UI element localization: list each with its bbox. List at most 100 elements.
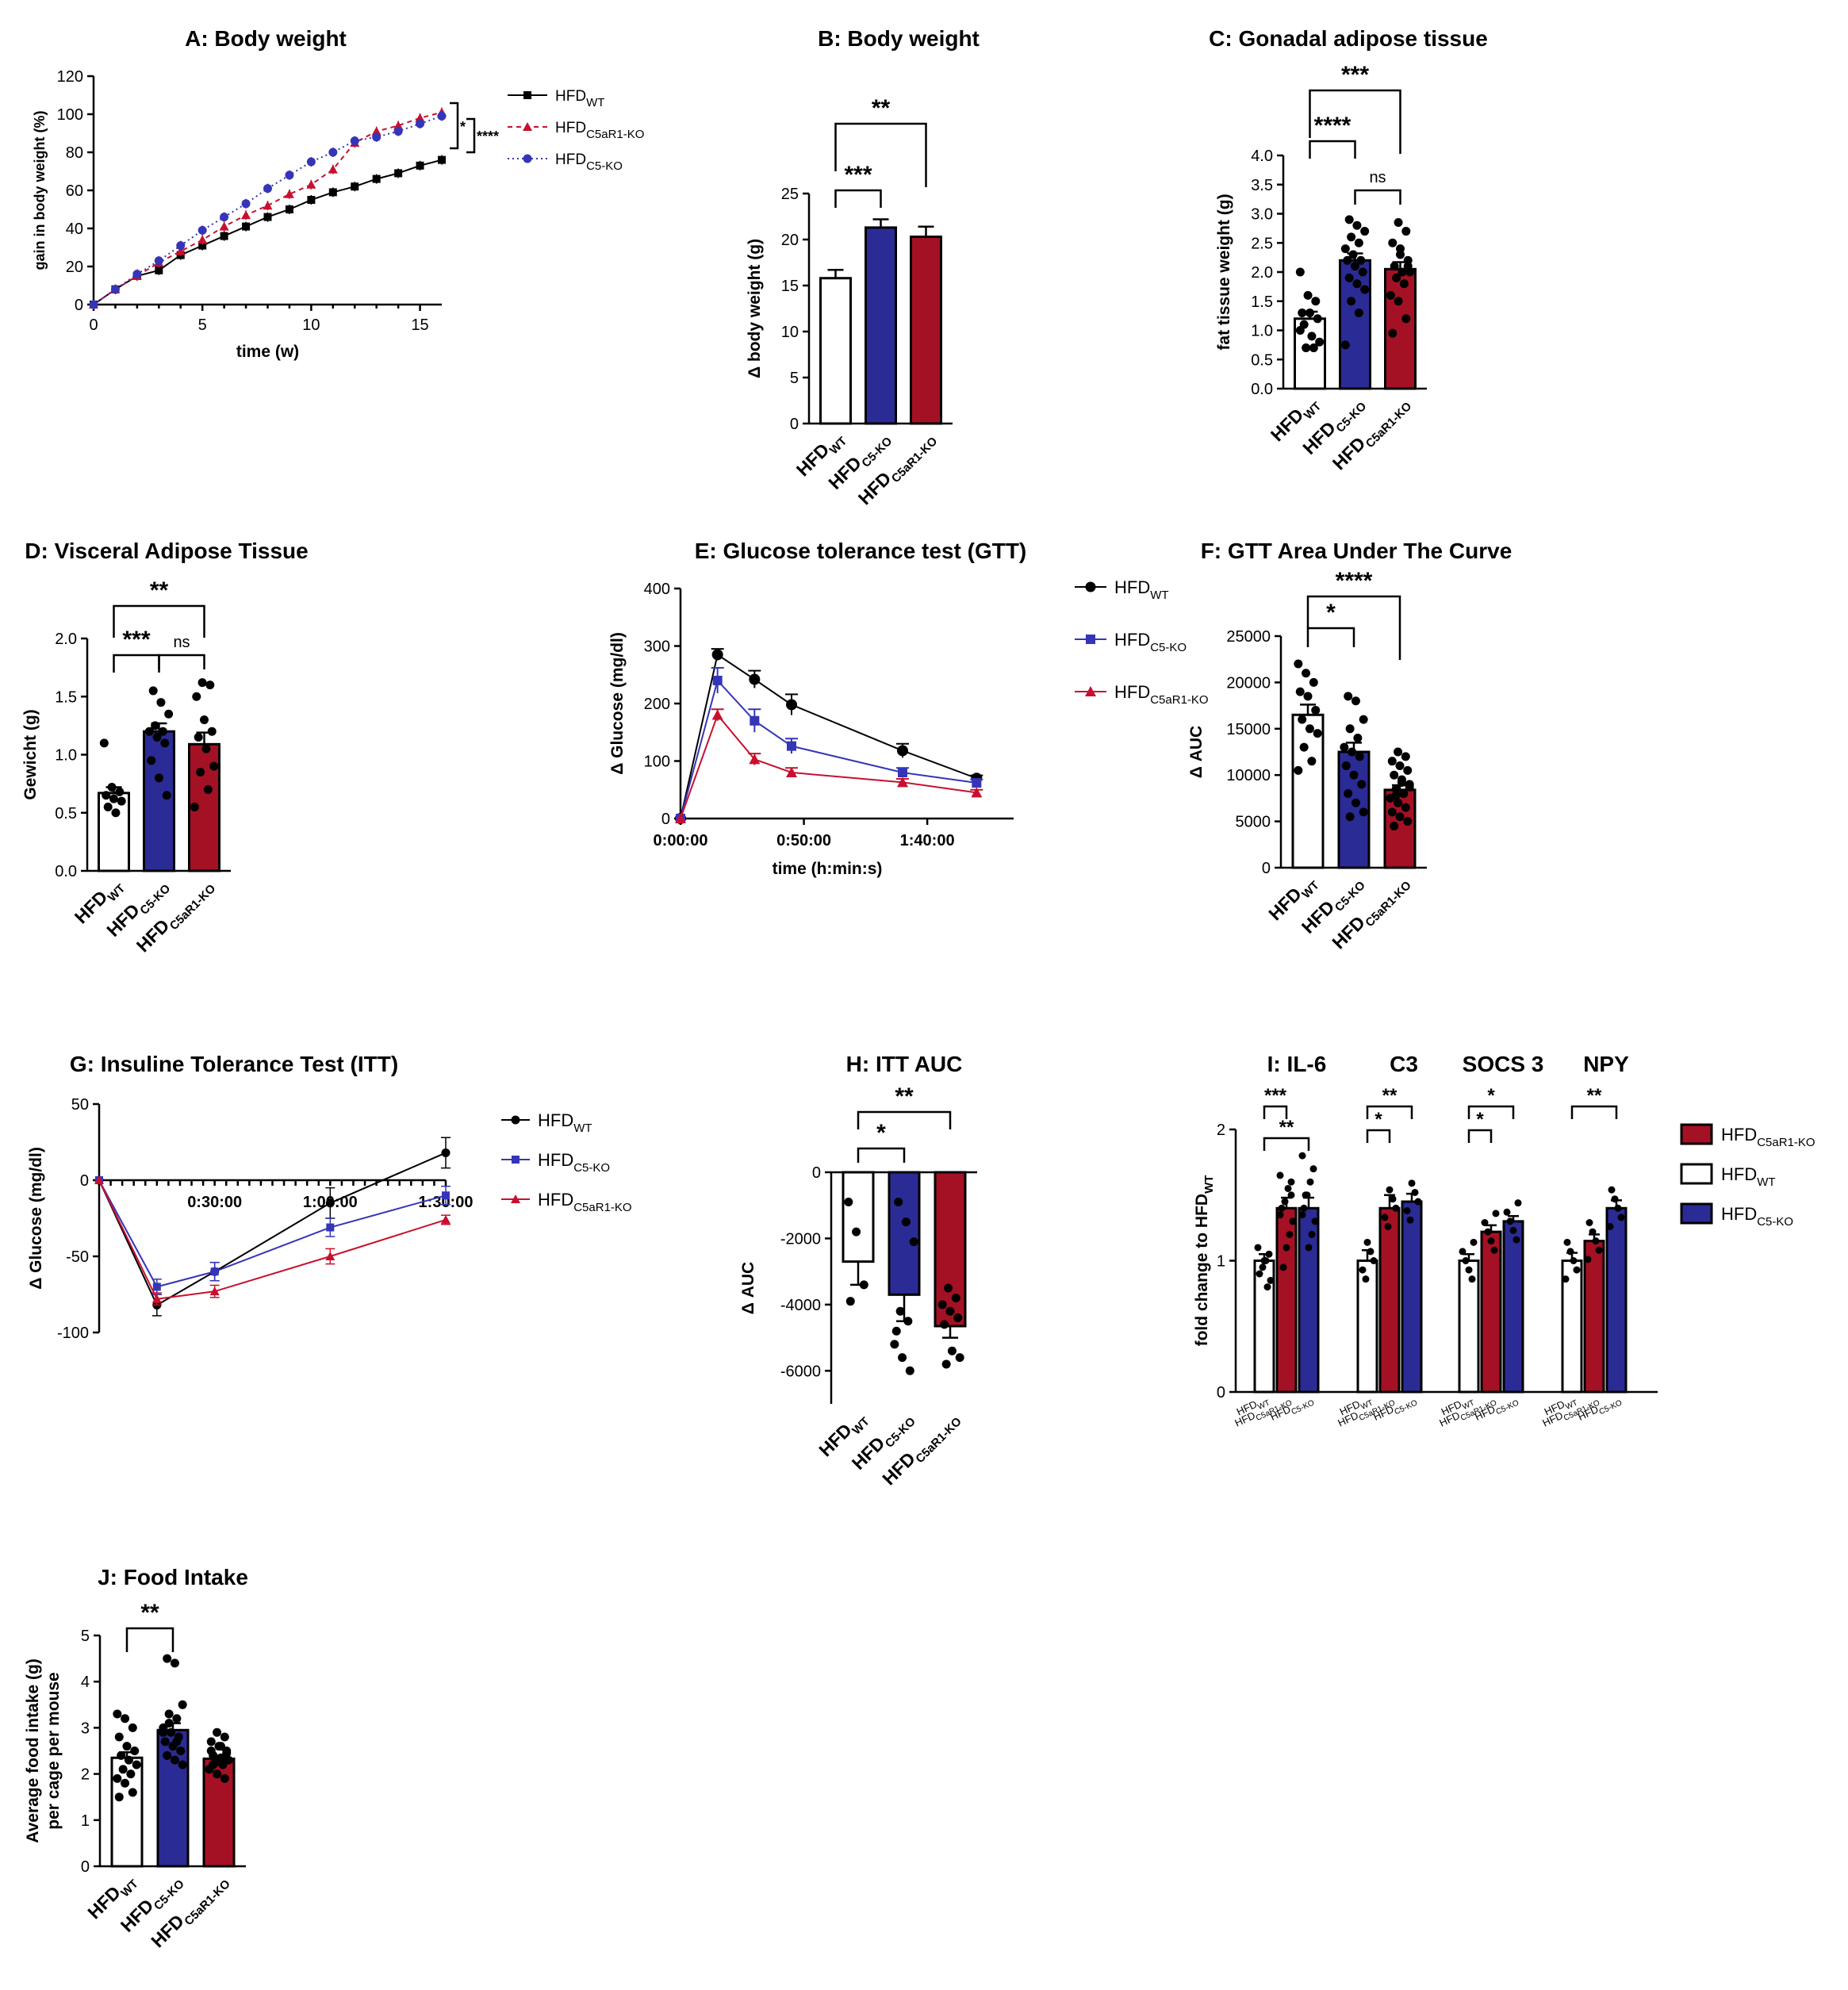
category-label-main: HFD	[1264, 884, 1305, 925]
data-point	[1611, 1195, 1619, 1203]
y-tick-label: 300	[644, 638, 670, 656]
legend-marker	[523, 91, 531, 99]
data-point	[372, 174, 381, 183]
y-axis-title: Average food intake (g)	[24, 1658, 42, 1843]
data-point	[1360, 285, 1370, 294]
data-point	[160, 738, 170, 748]
data-point	[1302, 343, 1311, 353]
data-point	[210, 1267, 219, 1276]
significance-label: **	[1382, 1085, 1398, 1106]
panel-c-gonadal-adipose: C: Gonadal adipose tissue 0.0 0.5 1.0 1.5 2.0…	[1209, 26, 1488, 474]
data-point	[1563, 1238, 1571, 1246]
data-point	[972, 778, 982, 788]
y-tick-label: 4.0	[1251, 148, 1273, 165]
legend-label: HFDC5aR1-KO	[1721, 1125, 1815, 1149]
y-tick-label: 15000	[1226, 721, 1271, 738]
data-point	[99, 738, 109, 748]
data-point	[164, 709, 174, 719]
data-point	[110, 285, 120, 294]
bar	[865, 226, 897, 425]
y-tick-label: 25000	[1226, 628, 1271, 646]
category-label: HFDC5-KO	[1371, 1393, 1419, 1426]
legend-label-main: HFD	[1114, 630, 1150, 650]
data-point	[675, 813, 686, 823]
data-point	[1363, 1238, 1371, 1246]
data-point	[213, 1770, 222, 1779]
panel-a-body-weight-line: A: Body weight 0 20 40 60 80 100 120 0 5 10 15 time …	[32, 26, 644, 361]
bar	[888, 1171, 921, 1296]
panel-f-gtt-auc: F: GTT Area Under The Curve 0 5000 10000 150…	[1187, 539, 1512, 953]
significance-label: ****	[477, 128, 499, 144]
y-tick-label: 5	[81, 1628, 90, 1645]
data-point	[1259, 1263, 1267, 1271]
data-point	[1589, 1228, 1597, 1236]
data-point	[1278, 1204, 1286, 1212]
data-point	[712, 676, 723, 685]
y-tick-label: 5	[790, 370, 799, 387]
data-point	[1287, 1191, 1295, 1199]
data-point	[905, 1366, 914, 1375]
data-point	[1343, 255, 1352, 265]
series-line	[93, 159, 443, 305]
series-line	[98, 1152, 447, 1306]
data-point	[1344, 273, 1354, 282]
data-point	[132, 270, 142, 279]
significance-bracket	[1467, 1105, 1515, 1119]
data-point	[203, 784, 213, 794]
data-point	[971, 787, 983, 798]
data-point	[155, 266, 163, 274]
data-point	[1313, 314, 1322, 324]
data-point	[167, 1727, 176, 1737]
category-label-main: HFD	[824, 452, 865, 493]
data-point	[1617, 1214, 1625, 1221]
data-point	[1509, 1226, 1517, 1234]
data-point	[1359, 1266, 1367, 1274]
panel-g-itt-line: G: Insuline Tolerance Test (ITT) -100 -50 0…	[27, 1052, 632, 1342]
data-point	[325, 1198, 335, 1208]
bar	[842, 1171, 875, 1263]
significance-label: **	[150, 577, 169, 604]
series-line	[93, 111, 443, 305]
data-point	[178, 1700, 187, 1709]
significance-bracket	[1263, 1105, 1288, 1119]
data-point	[209, 761, 219, 771]
data-point	[132, 1760, 141, 1770]
category-label-sub: C5aR1-KO	[167, 882, 219, 934]
data-point	[1260, 1257, 1268, 1264]
bar	[1605, 1206, 1628, 1394]
data-point	[1347, 232, 1356, 242]
data-point	[1302, 1191, 1309, 1199]
data-point	[1391, 791, 1401, 800]
category-label-sub: C5-KO	[1290, 1398, 1317, 1417]
bar	[1384, 267, 1417, 390]
data-point	[1357, 780, 1367, 789]
data-point	[1487, 1237, 1495, 1245]
y-tick-label: 200	[644, 696, 670, 713]
y-tick-label: -50	[66, 1248, 89, 1266]
y-axis-title-sub: WT	[1202, 1175, 1216, 1194]
data-point	[1315, 337, 1325, 347]
data-point	[1570, 1257, 1578, 1264]
data-point	[115, 787, 125, 796]
data-point	[909, 1237, 918, 1247]
data-point	[1395, 761, 1405, 771]
data-point	[749, 673, 761, 685]
data-point	[1344, 692, 1353, 701]
bar	[1356, 1260, 1378, 1394]
significance-bracket	[1309, 140, 1356, 159]
y-tick-label: 100	[644, 753, 670, 771]
data-point	[750, 715, 760, 726]
data-point	[176, 1747, 186, 1755]
category-label-sub: C5-KO	[1598, 1398, 1624, 1417]
y-tick-label: -4000	[780, 1297, 821, 1314]
y-axis-title: fat tissue weight (g)	[1215, 194, 1233, 350]
data-point	[1295, 326, 1305, 335]
data-point	[1298, 308, 1307, 317]
data-point	[205, 681, 215, 690]
y-tick-label: 0	[1262, 860, 1271, 877]
data-point	[1614, 1204, 1622, 1212]
data-point	[711, 649, 723, 661]
category-label-main: HFD	[71, 887, 112, 928]
data-point	[371, 126, 381, 136]
data-point	[117, 1750, 126, 1760]
